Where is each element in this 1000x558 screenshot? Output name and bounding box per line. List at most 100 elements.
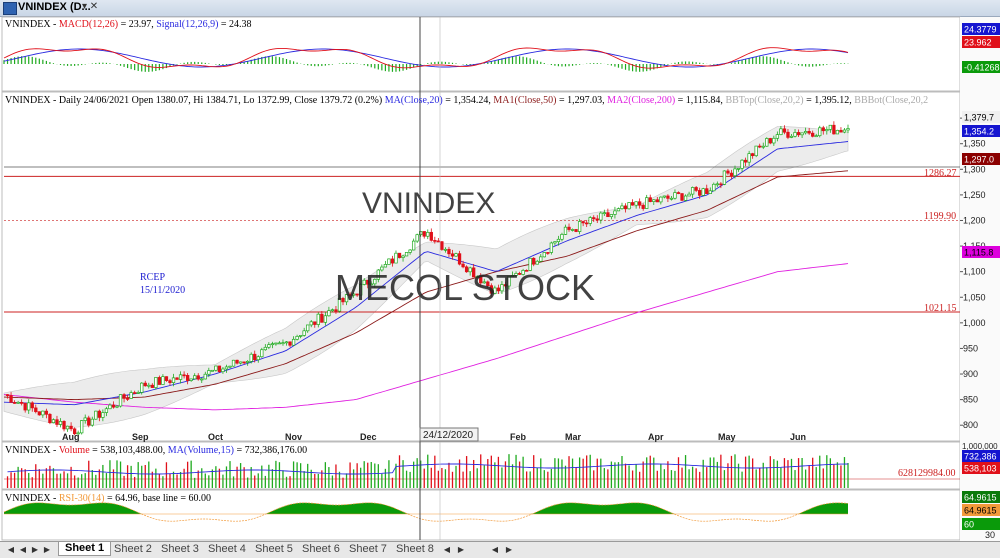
candle-body	[58, 420, 63, 425]
last-sheet-icon[interactable]: ▶	[43, 545, 51, 554]
candle-body	[298, 335, 303, 337]
sheet-scroll-right-2-icon[interactable]: ▶	[505, 545, 513, 554]
candle-body	[761, 145, 765, 148]
candle-body	[16, 401, 20, 404]
ma200-tag-bg	[962, 246, 1000, 258]
candle-body	[698, 190, 702, 196]
candle-body	[818, 127, 822, 137]
candle-body	[401, 255, 405, 258]
candle-body	[666, 195, 670, 199]
candle-body	[228, 365, 232, 368]
tab-sheet-4[interactable]: Sheet 4	[208, 543, 246, 555]
candle-body	[528, 257, 532, 271]
prev-sheet-icon[interactable]: ◀	[19, 545, 27, 554]
candle-body	[125, 398, 130, 400]
candle-body	[609, 214, 614, 218]
watermark-vnindex: VNINDEX	[362, 187, 495, 220]
title-bar: VNINDEX (D... ▾ ✕	[0, 0, 1000, 17]
tab-sheet-7[interactable]: Sheet 7	[349, 543, 387, 555]
candle-body	[517, 272, 522, 275]
candle-body	[256, 356, 260, 361]
volume-header-prefix: VNINDEX -	[5, 445, 59, 456]
candle-body	[659, 196, 663, 203]
tab-sheet-1[interactable]: Sheet 1	[58, 542, 112, 556]
candle-body	[51, 419, 56, 423]
volume-header: VNINDEX - Volume = 538,103,488.00, MA(Vo…	[5, 445, 307, 456]
candle-body	[733, 168, 737, 177]
candle-body	[154, 377, 158, 388]
candle-body	[313, 321, 317, 325]
first-sheet-icon[interactable]: ◀	[7, 545, 15, 554]
annotation-rcep: RCEP	[140, 272, 165, 283]
candle-body	[408, 249, 412, 253]
candle-body	[387, 258, 391, 265]
candle-body	[613, 210, 617, 215]
candle-body	[803, 131, 808, 134]
volume-header-volume-value: = 538,103,488.00,	[90, 445, 168, 456]
tab-sheet-8[interactable]: Sheet 8	[396, 543, 434, 555]
macd-header-prefix: VNINDEX -	[5, 19, 59, 30]
candle-body	[800, 132, 804, 136]
month-label: Mar	[565, 432, 582, 442]
tab-sheet-3[interactable]: Sheet 3	[161, 543, 199, 555]
sheet-scroll-left-2-icon[interactable]: ◀	[491, 545, 499, 554]
candle-body	[535, 260, 539, 265]
candle-body	[267, 344, 271, 348]
level-label-1199: 1199.90	[924, 211, 956, 222]
close-price-tag: 1,379.7	[964, 113, 994, 123]
candle-body	[196, 375, 200, 380]
tab-sheet-2[interactable]: Sheet 2	[114, 543, 152, 555]
ma20-tag: 1,354.2	[964, 127, 994, 137]
candle-body	[348, 294, 352, 296]
candle-body	[97, 410, 101, 418]
sheet-scroll-right-icon[interactable]: ▶	[457, 545, 465, 554]
candle-body	[133, 392, 137, 394]
candle-body	[743, 159, 748, 163]
window-controls[interactable]: ▾ ✕	[82, 1, 99, 12]
rsi-panel-frame	[1, 489, 961, 541]
candle-body	[41, 410, 45, 416]
candle-body	[249, 353, 253, 362]
candle-body	[676, 192, 681, 194]
candle-body	[327, 310, 331, 317]
ma200-tag: 1,115.8	[964, 248, 993, 258]
tab-sheet-6[interactable]: Sheet 6	[302, 543, 340, 555]
chart-area[interactable]: 1,4001,3501,3001,2501,2001,1501,1001,050…	[0, 16, 1000, 541]
sheet-scroll-left-icon[interactable]: ◀	[443, 545, 451, 554]
candle-body	[122, 394, 126, 399]
candle-body	[55, 419, 59, 425]
rsi-header-rsi: RSI-30(14)	[59, 493, 105, 504]
next-sheet-icon[interactable]: ▶	[31, 545, 39, 554]
ma50-tag-bg	[962, 153, 1000, 165]
candle-body	[214, 365, 218, 371]
candle-body	[433, 240, 437, 242]
candle-body	[454, 253, 458, 257]
candle-body	[532, 257, 536, 265]
tab-sheet-5[interactable]: Sheet 5	[255, 543, 293, 555]
candle-body	[111, 404, 116, 408]
candle-body	[641, 204, 645, 209]
macd-header-macd-value: = 23.97,	[118, 19, 156, 30]
candle-body	[521, 269, 525, 275]
candle-body	[475, 276, 479, 278]
candle-body	[101, 412, 105, 418]
candle-body	[563, 226, 568, 235]
candle-body	[549, 242, 554, 253]
volume-level-label: 628129984.00	[898, 468, 956, 479]
price-header-bbbot: BBBot(Close,20,2	[854, 95, 928, 106]
candle-body	[627, 202, 631, 210]
candle-body	[493, 287, 497, 294]
candle-body	[302, 330, 306, 336]
candle-body	[655, 199, 659, 203]
candle-body	[27, 402, 31, 411]
candle-body	[373, 278, 377, 285]
y-tick-label: 1,100	[963, 267, 986, 277]
candle-body	[673, 192, 677, 199]
macd-histogram-tag-bg	[962, 61, 1000, 73]
window-title[interactable]: VNINDEX (D...	[18, 1, 91, 13]
candle-body	[189, 378, 193, 381]
candle-body	[687, 193, 691, 197]
candle-body	[383, 264, 388, 268]
candle-body	[359, 284, 363, 296]
candle-body	[489, 285, 493, 294]
